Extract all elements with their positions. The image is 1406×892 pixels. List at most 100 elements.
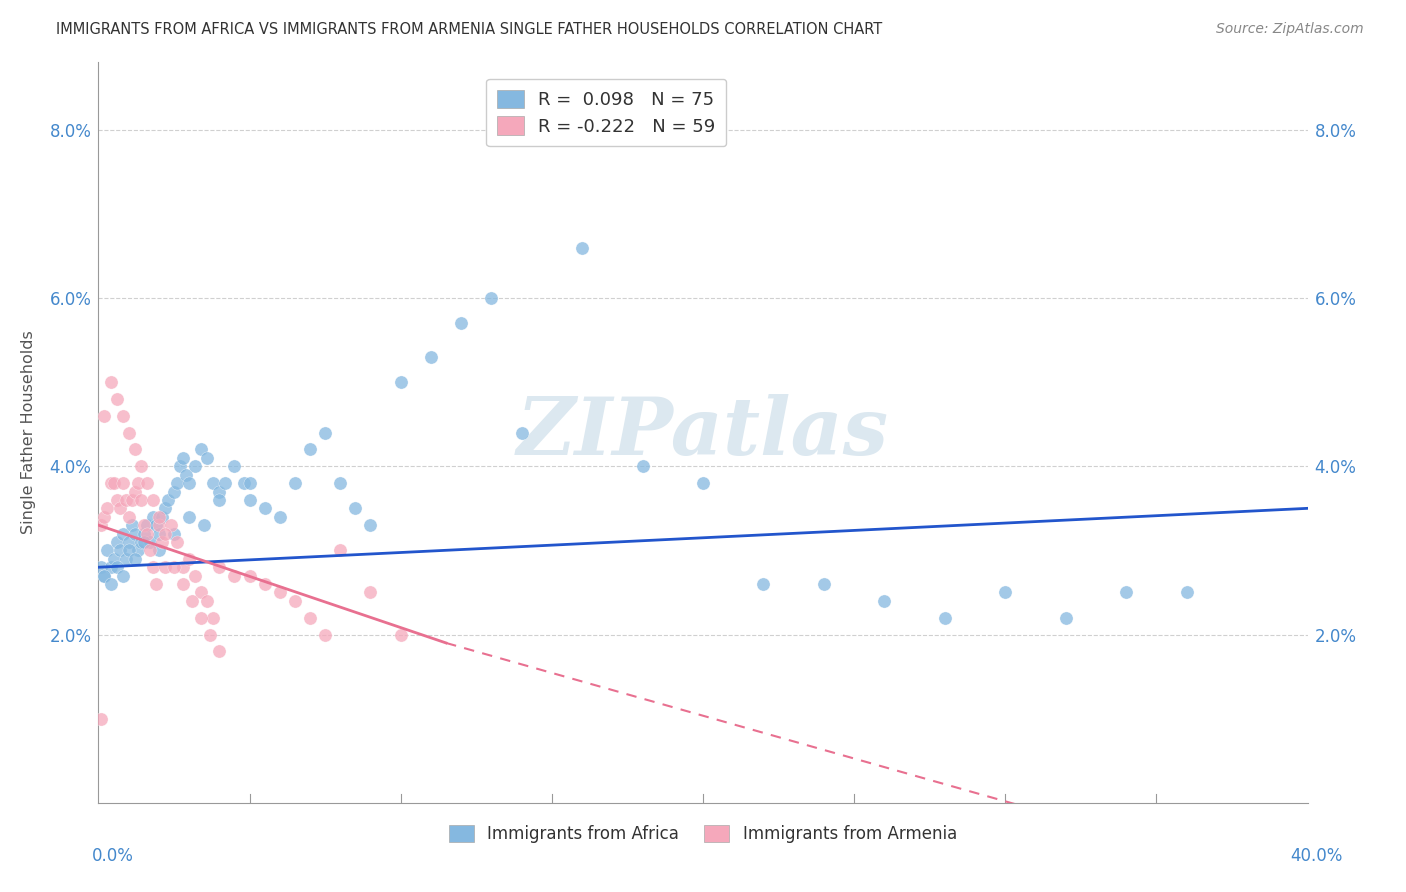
Point — [153, 526, 176, 541]
Point — [100, 577, 122, 591]
Point — [752, 577, 775, 591]
Point — [139, 543, 162, 558]
Point — [202, 476, 225, 491]
Point — [114, 492, 136, 507]
Point — [571, 240, 593, 255]
Point — [118, 425, 141, 440]
Point — [190, 585, 212, 599]
Point — [135, 526, 157, 541]
Text: 0.0%: 0.0% — [91, 847, 134, 865]
Point — [360, 585, 382, 599]
Point — [179, 551, 201, 566]
Point — [150, 509, 173, 524]
Point — [108, 501, 131, 516]
Point — [200, 627, 222, 641]
Point — [142, 509, 165, 524]
Text: Source: ZipAtlas.com: Source: ZipAtlas.com — [1216, 22, 1364, 37]
Point — [184, 459, 207, 474]
Point — [105, 535, 128, 549]
Point — [284, 594, 307, 608]
Point — [232, 476, 254, 491]
Point — [118, 535, 141, 549]
Point — [153, 560, 176, 574]
Point — [190, 610, 212, 624]
Point — [142, 560, 165, 574]
Point — [145, 577, 167, 591]
Point — [1054, 610, 1077, 624]
Point — [873, 594, 896, 608]
Point — [150, 535, 173, 549]
Point — [253, 501, 276, 516]
Point — [193, 518, 215, 533]
Point — [172, 450, 194, 465]
Point — [103, 476, 125, 491]
Point — [184, 568, 207, 582]
Point — [108, 543, 131, 558]
Point — [172, 577, 194, 591]
Point — [299, 610, 322, 624]
Point — [96, 543, 118, 558]
Point — [299, 442, 322, 457]
Point — [166, 476, 188, 491]
Point — [160, 518, 183, 533]
Point — [129, 492, 152, 507]
Point — [129, 535, 152, 549]
Point — [93, 568, 115, 582]
Point — [510, 425, 533, 440]
Point — [127, 476, 149, 491]
Point — [142, 492, 165, 507]
Point — [179, 476, 201, 491]
Point — [111, 568, 134, 582]
Point — [360, 518, 382, 533]
Y-axis label: Single Father Households: Single Father Households — [21, 331, 35, 534]
Point — [994, 585, 1017, 599]
Point — [145, 518, 167, 533]
Point — [129, 459, 152, 474]
Point — [420, 350, 443, 364]
Point — [172, 560, 194, 574]
Point — [124, 526, 146, 541]
Point — [813, 577, 835, 591]
Point — [174, 467, 197, 482]
Point — [148, 543, 170, 558]
Point — [195, 450, 218, 465]
Point — [135, 476, 157, 491]
Point — [111, 526, 134, 541]
Point — [111, 409, 134, 423]
Point — [631, 459, 654, 474]
Point — [253, 577, 276, 591]
Point — [329, 476, 352, 491]
Point — [124, 484, 146, 499]
Point — [208, 484, 231, 499]
Point — [269, 585, 291, 599]
Point — [239, 492, 262, 507]
Point — [93, 509, 115, 524]
Point — [124, 551, 146, 566]
Point — [208, 560, 231, 574]
Point — [105, 392, 128, 406]
Text: ZIPatlas: ZIPatlas — [517, 394, 889, 471]
Point — [100, 375, 122, 389]
Point — [148, 518, 170, 533]
Point — [148, 509, 170, 524]
Point — [124, 442, 146, 457]
Point — [163, 560, 186, 574]
Point — [239, 568, 262, 582]
Point — [90, 712, 112, 726]
Point — [239, 476, 262, 491]
Point — [163, 526, 186, 541]
Point — [90, 560, 112, 574]
Point — [118, 543, 141, 558]
Point — [344, 501, 367, 516]
Point — [118, 509, 141, 524]
Point — [163, 484, 186, 499]
Point — [132, 518, 155, 533]
Point — [195, 594, 218, 608]
Point — [90, 518, 112, 533]
Point — [100, 476, 122, 491]
Point — [135, 518, 157, 533]
Point — [934, 610, 956, 624]
Point — [389, 627, 412, 641]
Point — [139, 535, 162, 549]
Point — [105, 560, 128, 574]
